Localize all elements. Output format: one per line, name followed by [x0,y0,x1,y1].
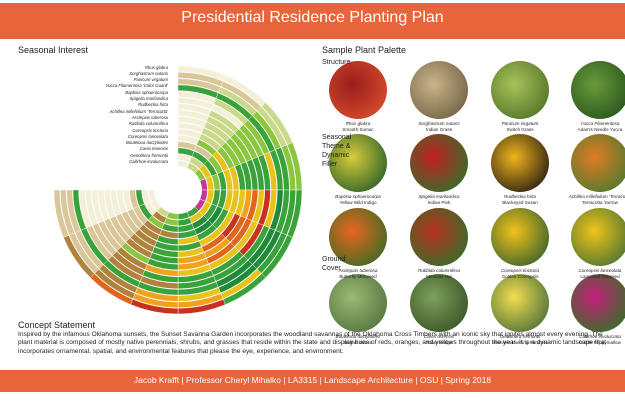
plant-photo [329,208,387,266]
plant-common: Purple Poppymallow [579,340,621,345]
ring-segment [110,189,122,217]
ring-label: Sorghastrum nutans [129,70,168,76]
plant-photo [491,274,549,332]
ring-segment [141,189,151,204]
plant-common: Lanceleaf Tickseed [580,274,620,279]
footer: Jacob Krafft | Professor Cheryl Mihalko … [133,375,492,385]
ring-segment [53,189,69,238]
plant-common: Indian Grass [425,127,453,132]
plant-latin: Coreopsis lanceolata [578,268,622,273]
plant-latin: Rhus glabra [345,121,371,126]
ring-segment [72,189,87,231]
ring-segment [135,189,145,207]
plant-latin: Rudbeckia hirta [504,194,536,199]
ring-label: Callirhoe involucrata [129,159,168,164]
ring-label: Coreopsis tinctoria [132,127,168,133]
seasonal-rings [53,65,303,315]
plant-common: Indian Pink [427,200,451,205]
plant-common: Golden Coreopsis [501,274,539,279]
plant-common: Butterfly Milkweed [339,274,377,279]
group-label: Cover [322,265,341,272]
plant-latin: Panicum virgatum [501,121,539,126]
plant-photo [571,274,625,332]
plant-photo [329,274,387,332]
plant-latin: Bouteloua dactyloides [335,334,381,339]
plant-common: Terracotta Yarrow [582,200,618,205]
plant-latin: Achillea millefolium 'Terracotta' [568,194,625,199]
plant-common: Blackeyed Susan [502,200,538,205]
ring-label: Oenothera fremontii [130,152,168,158]
ring-segment [66,189,81,233]
plant-photo [491,61,549,119]
group-label: Structure [322,59,351,66]
plant-latin: Baptisia sphaerocarpa [335,194,381,199]
plant-photo [329,61,387,119]
ring-label: Asclepias tuberosa [131,114,168,120]
ring-label: Yucca Filamentosa 'Color Guard' [105,83,168,89]
header-bar [0,3,625,39]
plant-photo [571,61,625,119]
plant-latin: Coreopsis tinctoria [500,268,540,273]
plant-common: Buffalo Grass [344,340,372,345]
ring-segment [60,189,75,236]
plant-latin: Spigelia marilandica [418,194,460,199]
ring-segment [78,189,93,229]
plant-photo [491,134,549,192]
plant-photo [571,134,625,192]
plant-latin: Yucca Filamentosa [580,121,620,126]
ring-segment [104,189,116,219]
section-heading: Seasonal Interest [18,45,89,55]
plant-photo [410,61,468,119]
ring-segment [148,189,157,202]
title: Presidential Residence Planting Plan [181,9,444,26]
footer-bar [0,370,625,392]
plant-common: Texas Sedge [425,340,453,345]
ring-label: Panicum virgatum [133,77,168,83]
ring-label: Baptisia sphaerocarpa [125,89,168,95]
ring-segment [91,189,104,224]
plant-common: Smooth Sumac [342,127,374,132]
ring-label: Ratibida columnifera [128,121,168,127]
ring-label: Bouteloua dactyloides [125,140,168,146]
ring-label: Rhus glabra [144,64,168,70]
plant-common: Yellow Wild Indigo [339,200,377,205]
plant-latin: Callirhoe involucrata [579,334,621,339]
plant-latin: Carex texensis [423,334,455,339]
ring-segment [123,189,133,212]
plant-common: Shimmer Evening Primrose [492,340,548,345]
plant-photo [329,134,387,192]
ring-segment [116,189,128,214]
concept-text: Inspired by the infamous Oklahoma sunset… [18,331,606,355]
group-label: Theme & [322,143,351,150]
ring-label: Achillea millefolium 'Terracotta' [109,108,168,114]
ring-segment [85,189,99,226]
ring-segment [129,189,139,209]
section-heading: Concept Statement [18,320,96,330]
plant-latin: Sorghastrum nutans [418,121,460,126]
group-label: Seasonal [322,134,352,141]
plant-latin: Asclepias tuberosa [338,268,378,273]
group-label: Ground [322,256,346,263]
ring-label: Carex texensis [139,146,168,152]
section-heading: Sample Plant Palette [322,45,407,55]
plant-common: Switch Grass [506,127,534,132]
ring-label: Rudbeckia hirta [138,102,168,108]
plant-photo [571,208,625,266]
ring-segment [97,189,110,221]
group-label: Filler [322,161,338,168]
plant-latin: Ratibida columnifera [418,268,460,273]
plant-latin: Oenothera fremontii [499,334,541,339]
ring-label: Spigelia marilandica [129,96,168,101]
plant-photo [410,274,468,332]
plant-common: Adam's Needle Yucca [577,127,623,132]
group-label: Dynamic [322,152,350,159]
plant-photo [491,208,549,266]
plant-photo [410,134,468,192]
plant-photo [410,208,468,266]
ring-label: Coreopsis lanceolata [127,133,168,139]
plant-common: Mexican Hat [426,274,452,279]
